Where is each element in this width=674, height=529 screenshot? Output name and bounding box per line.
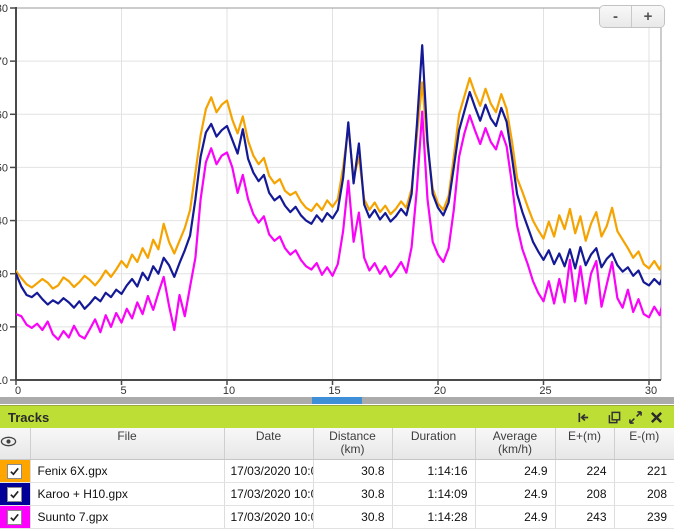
- eye-icon: [0, 436, 30, 447]
- y-axis-label: 30: [0, 269, 8, 281]
- y-axis-label: 60: [0, 109, 8, 121]
- panel-title: Tracks: [8, 409, 50, 425]
- dock-left-icon[interactable]: [576, 410, 591, 424]
- track-elevation-gain: 243: [555, 505, 615, 529]
- tracks-table: File Date Distance (km) Duration Average(…: [0, 428, 674, 529]
- track-elevation-loss: 221: [614, 459, 674, 483]
- restore-window-icon[interactable]: [607, 410, 622, 424]
- column-header-eplus[interactable]: E+(m): [555, 428, 615, 460]
- track-duration: 1:14:16: [392, 459, 476, 483]
- y-axis-label: 40: [0, 216, 8, 228]
- column-header-visibility[interactable]: [0, 428, 31, 460]
- track-line-3: [16, 110, 661, 341]
- track-color-swatch: [0, 459, 31, 483]
- track-duration: 1:14:09: [392, 482, 476, 506]
- x-axis-label: 25: [539, 385, 551, 395]
- x-axis-label: 15: [328, 385, 340, 395]
- column-header-date[interactable]: Date: [224, 428, 314, 460]
- maximize-icon[interactable]: [628, 410, 643, 424]
- track-row[interactable]: Fenix 6X.gpx 17/03/2020 10:0 30.8 1:14:16 24…: [0, 459, 674, 483]
- y-axis-label: 50: [0, 162, 8, 174]
- track-color-swatch: [0, 482, 31, 506]
- close-icon[interactable]: [649, 410, 664, 424]
- track-elevation-gain: 224: [555, 459, 615, 483]
- zoom-in-button[interactable]: +: [632, 6, 664, 27]
- track-color-swatch: [0, 505, 31, 529]
- track-date: 17/03/2020 10:0: [224, 482, 314, 506]
- tracks-panel-header: Tracks: [0, 405, 674, 428]
- track-line-2: [16, 44, 661, 310]
- panel-toolbar: [576, 410, 674, 424]
- column-header-duration[interactable]: Duration: [392, 428, 476, 460]
- y-axis-label: 80: [0, 3, 8, 15]
- speed-chart-area: 10 20 30 40 50 60 70 80 0 5 10 15 20 25 30 - +: [0, 0, 674, 404]
- track-distance: 30.8: [313, 459, 393, 483]
- x-axis-label: 30: [645, 385, 657, 395]
- y-axis-label: 70: [0, 56, 8, 68]
- column-header-distance[interactable]: Distance (km): [313, 428, 393, 460]
- track-line-1: [16, 76, 661, 290]
- column-header-average[interactable]: Average (km/h): [475, 428, 556, 460]
- chart-zoom-control: - +: [599, 5, 665, 28]
- track-elevation-loss: 208: [614, 482, 674, 506]
- track-file-name: Karoo + H10.gpx: [30, 482, 225, 506]
- x-axis-label: 0: [15, 385, 21, 395]
- track-file-name: Suunto 7.gpx: [30, 505, 225, 529]
- track-average-speed: 24.9: [475, 459, 556, 483]
- chart-scrollbar-thumb[interactable]: [312, 397, 362, 404]
- zoom-out-button[interactable]: -: [600, 6, 632, 27]
- x-axis-label: 5: [120, 385, 126, 395]
- x-axis-label: 10: [223, 385, 235, 395]
- grid-lines: [16, 8, 661, 380]
- track-elevation-loss: 239: [614, 505, 674, 529]
- track-elevation-gain: 208: [555, 482, 615, 506]
- track-date: 17/03/2020 10:0: [224, 459, 314, 483]
- track-distance: 30.8: [313, 505, 393, 529]
- track-average-speed: 24.9: [475, 482, 556, 506]
- track-table-body: Fenix 6X.gpx 17/03/2020 10:0 30.8 1:14:16 24…: [0, 459, 674, 529]
- visibility-checkbox[interactable]: [7, 486, 23, 502]
- table-header-row: File Date Distance (km) Duration Average(…: [0, 428, 674, 460]
- speed-chart-canvas[interactable]: 10 20 30 40 50 60 70 80 0 5 10 15 20 25 30: [0, 0, 674, 395]
- track-row[interactable]: Karoo + H10.gpx 17/03/2020 10:0 30.8 1:14:0…: [0, 482, 674, 506]
- track-average-speed: 24.9: [475, 505, 556, 529]
- visibility-checkbox[interactable]: [7, 463, 23, 479]
- chart-axes: [10, 7, 662, 385]
- y-axis-label: 20: [0, 322, 8, 334]
- track-date: 17/03/2020 10:0: [224, 505, 314, 529]
- column-header-file[interactable]: File: [30, 428, 225, 460]
- track-duration: 1:14:28: [392, 505, 476, 529]
- column-header-eminus[interactable]: E-(m): [614, 428, 674, 460]
- track-file-name: Fenix 6X.gpx: [30, 459, 225, 483]
- chart-horizontal-scrollbar[interactable]: [0, 397, 674, 404]
- visibility-checkbox[interactable]: [7, 509, 23, 525]
- x-axis-label: 20: [434, 385, 446, 395]
- axis-tick-labels: 10 20 30 40 50 60 70 80 0 5 10 15 20 25 30: [0, 3, 657, 395]
- y-axis-label: 10: [0, 375, 8, 387]
- track-distance: 30.8: [313, 482, 393, 506]
- track-row[interactable]: Suunto 7.gpx 17/03/2020 10:0 30.8 1:14:28 24…: [0, 505, 674, 529]
